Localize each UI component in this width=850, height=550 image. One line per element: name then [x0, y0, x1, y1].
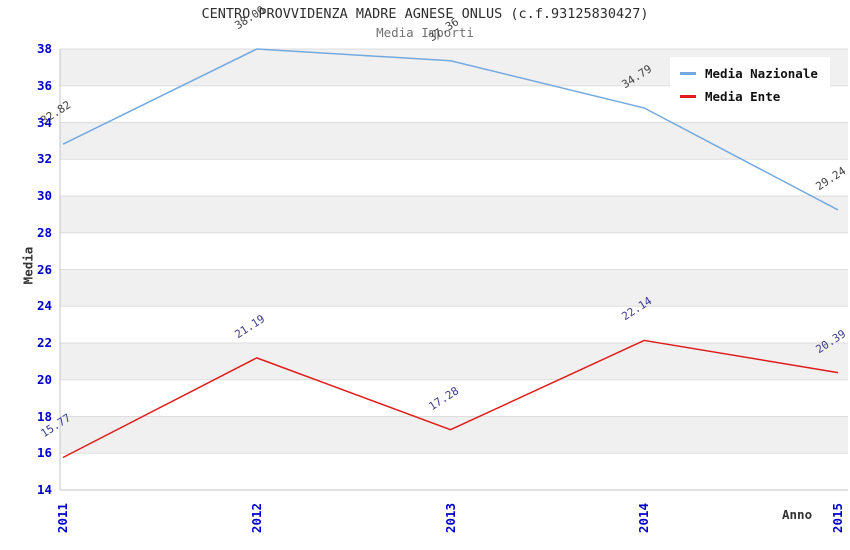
chart-subtitle: Media Importi [376, 25, 474, 40]
y-tick-label: 36 [36, 77, 52, 93]
y-tick-label: 24 [36, 298, 52, 314]
y-tick-label: 14 [36, 482, 52, 497]
y-tick-label: 28 [36, 224, 52, 240]
legend-label: Media Ente [705, 89, 781, 104]
y-tick-label: 20 [36, 371, 52, 387]
legend-label: Media Nazionale [705, 66, 818, 81]
y-tick-label: 26 [36, 261, 52, 277]
legend: Media Nazionale Media Ente [670, 57, 830, 113]
y-tick-label: 22 [36, 335, 52, 350]
legend-item: Media Nazionale [680, 66, 818, 81]
x-axis-title: Anno [782, 507, 813, 522]
series-line [62, 48, 839, 211]
series-line [62, 339, 839, 459]
x-tick-label: 2013 [442, 502, 458, 534]
legend-swatch-icon [680, 72, 696, 75]
legend-item: Media Ente [680, 89, 818, 104]
y-tick-label: 38 [36, 41, 52, 56]
x-tick-label: 2014 [636, 502, 652, 534]
x-tick-label: 2015 [830, 502, 845, 534]
legend-swatch-icon [680, 95, 696, 98]
x-tick-label: 2011 [55, 502, 70, 534]
x-tick-label: 2012 [248, 502, 264, 534]
y-tick-label: 18 [36, 408, 52, 424]
y-tick-label: 16 [36, 445, 52, 461]
y-tick-label: 32 [36, 151, 52, 167]
chart-title: CENTRO PROVVIDENZA MADRE AGNESE ONLUS (c… [201, 6, 649, 22]
y-tick-label: 34 [36, 114, 52, 130]
y-tick-label: 30 [36, 188, 52, 203]
